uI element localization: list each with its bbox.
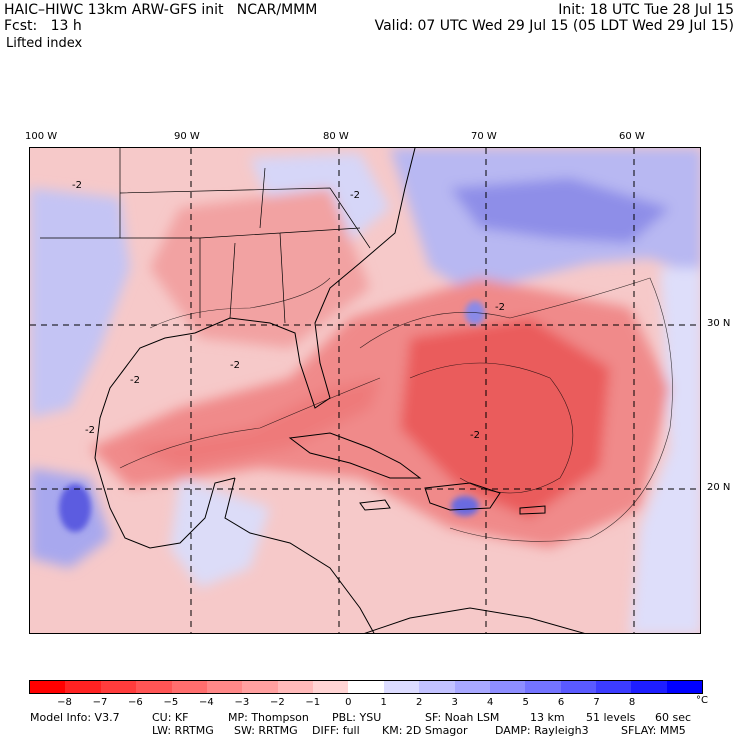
colorbar-segment (596, 681, 632, 693)
colorbar-segment (65, 681, 101, 693)
lat-label-20n: 20 N (707, 482, 731, 493)
forecast-hour: Fcst: 13 h (4, 18, 82, 34)
colorbar-tick-label: −3 (234, 697, 250, 708)
colorbar-tick-label: 2 (416, 697, 423, 708)
footer-pbl: PBL: YSU (332, 711, 382, 724)
colorbar-segment (136, 681, 172, 693)
colorbar-tick-label: −8 (57, 697, 72, 708)
colorbar-tick-label: 6 (557, 697, 565, 708)
colorbar-tick-label: 1 (380, 697, 387, 708)
colorbar-tick-label: 7 (593, 697, 600, 708)
footer-sw: SW: RRTMG (234, 724, 298, 737)
colorbar-segment (242, 681, 278, 693)
field-name: Lifted index (6, 36, 83, 51)
coastline-cuba (288, 432, 422, 479)
coastline-central-america (224, 477, 375, 633)
footer-mp: MP: Thompson (228, 711, 309, 724)
colorbar-tick-label: −7 (92, 697, 108, 708)
colorbar-tick-label: 4 (486, 697, 494, 708)
blue-region-plains (30, 188, 130, 418)
colorbar-segment (348, 681, 384, 693)
blue-spot-hispaniola (451, 496, 479, 516)
footer-km: KM: 2D Smagor (382, 724, 468, 737)
blue-spot-bahamas (465, 301, 485, 325)
lat-label-30n: 30 N (707, 318, 731, 329)
contour-line (149, 277, 331, 329)
footer-diff: DIFF: full (312, 724, 360, 737)
footer-model-info: Model Info: V3.7 (30, 711, 120, 724)
colorbar-segment (171, 681, 207, 693)
lifted-index-map: -2 -2 -2 -2 -2 -2 -2 (29, 147, 701, 634)
footer-damp: DAMP: Rayleigh3 (495, 724, 589, 737)
colorbar-tick-label: 8 (628, 697, 636, 708)
colorbar-segment (525, 681, 561, 693)
footer-timestep: 60 sec (655, 711, 692, 724)
coastline-south-america (364, 607, 585, 633)
contour-label: -2 (350, 190, 360, 201)
colorbar-segment (454, 681, 490, 693)
colorbar-segment (666, 681, 703, 693)
colorbar-tick-label: 5 (522, 697, 529, 708)
footer-sflay: SFLAY: MM5 (621, 724, 686, 737)
colorbar-tick-label: −4 (198, 697, 214, 708)
colorbar-tick-label: −5 (163, 697, 179, 708)
colorbar-segment (489, 681, 526, 693)
blue-region-central-america (170, 478, 270, 588)
coastline-puerto-rico (519, 505, 546, 515)
lon-label-80w: 80 W (323, 131, 349, 142)
colorbar-segment (30, 681, 66, 693)
lon-label-100w: 100 W (25, 131, 58, 142)
blue-core-atlantic (450, 178, 670, 243)
colorbar-segment (383, 681, 420, 693)
lon-label-90w: 90 W (174, 131, 200, 142)
blue-spot-mexico (59, 484, 91, 532)
colorbar-segment (100, 681, 137, 693)
colorbar-tick-label: 0 (345, 697, 352, 708)
colorbar-segment (631, 681, 667, 693)
coastline-us-east (94, 148, 416, 549)
colorbar-segment (277, 681, 313, 693)
contour-label: -2 (85, 425, 95, 436)
colorbar-segment (560, 681, 596, 693)
footer-cu: CU: KF (152, 711, 189, 724)
valid-time: Valid: 07 UTC Wed 29 Jul 15 (05 LDT Wed … (374, 18, 734, 34)
footer-levels: 51 levels (586, 711, 636, 724)
blue-region-east (630, 268, 700, 633)
colorbar-segment (313, 681, 349, 693)
colorbar (29, 680, 703, 694)
contour-line (359, 277, 673, 542)
red-region-southeast (150, 188, 370, 348)
model-title: HAIC–HIWC 13km ARW-GFS init NCAR/MMM (4, 2, 318, 18)
state-borders (40, 148, 371, 324)
footer-lw: LW: RRTMG (152, 724, 214, 737)
contour-label: -2 (495, 302, 505, 313)
init-time: Init: 18 UTC Tue 28 Jul 15 (558, 2, 734, 18)
colorbar-tick-label: −6 (128, 697, 143, 708)
colorbar-segment (419, 681, 455, 693)
contour-label: -2 (230, 360, 240, 371)
footer-resolution: 13 km (530, 711, 565, 724)
lon-label-60w: 60 W (619, 131, 645, 142)
colorbar-unit: °C (696, 695, 708, 706)
contour-label: -2 (470, 430, 480, 441)
colorbar-tick-label: −1 (305, 697, 321, 708)
coastline-jamaica (359, 499, 391, 511)
coastline-hispaniola (424, 482, 501, 511)
footer-sf: SF: Noah LSM (425, 711, 500, 724)
colorbar-tick-label: −2 (269, 697, 285, 708)
red-band-gulf (130, 378, 380, 468)
contour-label: -2 (130, 375, 140, 386)
contour-line (409, 362, 574, 494)
lon-label-70w: 70 W (471, 131, 497, 142)
contour-line (119, 377, 381, 469)
colorbar-tick-label: 3 (451, 697, 458, 708)
contour-label: -2 (72, 180, 82, 191)
red-core-atlantic (400, 318, 610, 518)
colorbar-segment (206, 681, 243, 693)
